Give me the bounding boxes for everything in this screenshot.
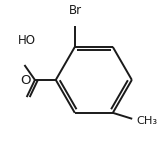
Text: O: O [20, 74, 30, 87]
Text: CH₃: CH₃ [136, 116, 157, 126]
Text: Br: Br [69, 4, 82, 16]
Text: HO: HO [18, 34, 36, 47]
